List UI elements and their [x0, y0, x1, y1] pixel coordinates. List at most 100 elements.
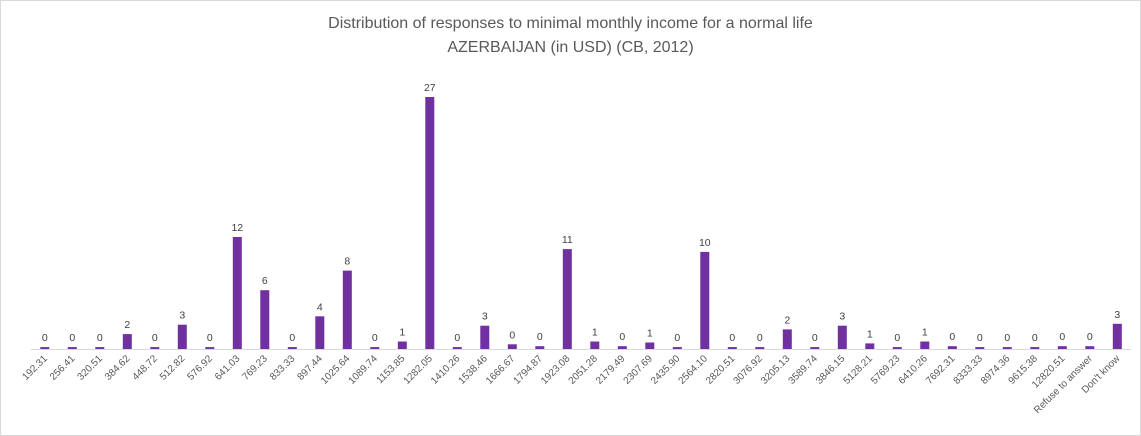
data-label: 12: [231, 222, 243, 234]
x-tick-label: 1794.87: [512, 353, 546, 387]
data-label: 0: [152, 332, 158, 344]
x-tick-label: 7692.31: [924, 353, 958, 387]
x-tick-label: 384.62: [103, 353, 133, 383]
x-tick-label: 448.72: [131, 353, 161, 383]
bar: [1085, 346, 1095, 349]
bar: [700, 251, 710, 349]
data-label: 1: [922, 327, 928, 339]
bar: [975, 347, 985, 349]
bar: [315, 316, 325, 349]
data-label: 0: [1087, 331, 1093, 343]
x-tick-label: 3205.13: [759, 353, 793, 387]
data-label: 4: [317, 301, 323, 313]
x-tick-label: 2820.51: [704, 353, 738, 387]
bar: [260, 290, 270, 349]
bar: [452, 347, 462, 349]
bar: [342, 270, 352, 349]
data-label: 0: [1059, 331, 1065, 343]
data-label: 1: [867, 328, 873, 340]
x-tick-label: 3076.92: [732, 353, 766, 387]
x-tick-label: 2564.10: [677, 353, 711, 387]
x-tick-label: 1025.64: [319, 353, 353, 387]
bar: [590, 341, 600, 349]
chart-title: Distribution of responses to minimal mon…: [328, 15, 813, 32]
data-label: 0: [454, 332, 460, 344]
data-label: 3: [839, 311, 845, 323]
data-label: 0: [537, 331, 543, 343]
x-tick-label: 256.41: [48, 353, 78, 383]
x-tick-label: 641.03: [213, 353, 243, 383]
bar: [232, 237, 242, 349]
bar: [645, 342, 655, 349]
bar: [865, 343, 875, 349]
bar: [617, 346, 627, 349]
bar: [40, 347, 50, 349]
data-label: 0: [289, 332, 295, 344]
bar: [370, 347, 380, 349]
bar: [480, 325, 490, 349]
data-label: 0: [97, 332, 103, 344]
bar: [425, 97, 435, 349]
bar: [535, 346, 545, 349]
x-tick-label: 6410.26: [897, 353, 931, 387]
x-tick-label: 1923.08: [539, 353, 573, 387]
x-tick-label: 1410.26: [429, 353, 463, 387]
x-tick-label: 192.31: [21, 353, 51, 383]
bar: [507, 344, 517, 349]
x-tick-label: 2051.28: [567, 353, 601, 387]
x-tick-label: 1538.46: [457, 353, 491, 387]
bar: [122, 334, 132, 349]
x-tick-label: 2435.90: [649, 353, 683, 387]
x-tick-label: 320.51: [76, 353, 106, 383]
x-tick-label: 2179.49: [594, 353, 628, 387]
bar: [562, 249, 572, 349]
data-label: 0: [69, 332, 75, 344]
data-label: 2: [124, 319, 130, 331]
bar: [67, 347, 77, 349]
data-label: 0: [977, 332, 983, 344]
data-label: 0: [812, 332, 818, 344]
x-tick-label: 1089.74: [347, 353, 381, 387]
data-label: 0: [619, 331, 625, 343]
bar: [892, 347, 902, 349]
data-label: 1: [399, 327, 405, 339]
x-tick-label: 769.23: [241, 353, 271, 383]
bar: [727, 347, 737, 349]
data-label: 1: [592, 327, 598, 339]
x-tick-label: 8974.36: [979, 353, 1013, 387]
bar: [672, 347, 682, 349]
chart-title-block: Distribution of responses to minimal mon…: [0, 12, 1141, 60]
bar: [782, 329, 792, 349]
bar: [397, 341, 407, 349]
data-label: 0: [509, 329, 515, 341]
bar: [1002, 347, 1012, 349]
data-label: 0: [42, 332, 48, 344]
x-tick-label: 576.92: [186, 353, 216, 383]
bar: [810, 347, 820, 349]
x-tick-label: 8333.33: [952, 353, 986, 387]
bar: [205, 347, 215, 349]
data-label: 10: [699, 237, 711, 249]
x-tick-label: 1282.05: [402, 353, 436, 387]
data-label: 0: [674, 332, 680, 344]
data-label: 3: [482, 311, 488, 323]
x-tick-label: 3589.74: [787, 353, 821, 387]
x-tick-label: 5769.23: [869, 353, 903, 387]
chart-subtitle: AZERBAIJAN (in USD) (CB, 2012): [447, 39, 694, 56]
data-label: 27: [424, 82, 436, 94]
x-tick-label: 833.33: [268, 353, 298, 383]
data-label: 0: [1004, 332, 1010, 344]
data-label: 2: [784, 314, 790, 326]
data-label: 0: [372, 332, 378, 344]
data-label: 0: [729, 332, 735, 344]
data-label: 3: [1114, 309, 1120, 321]
bar: [755, 347, 765, 349]
bar: [150, 347, 160, 349]
data-label: 3: [179, 310, 185, 322]
x-tick-label: 5128.21: [842, 353, 876, 387]
data-label: 1: [647, 328, 653, 340]
bar: [287, 347, 297, 349]
data-label: 0: [949, 331, 955, 343]
bar: [177, 324, 187, 349]
